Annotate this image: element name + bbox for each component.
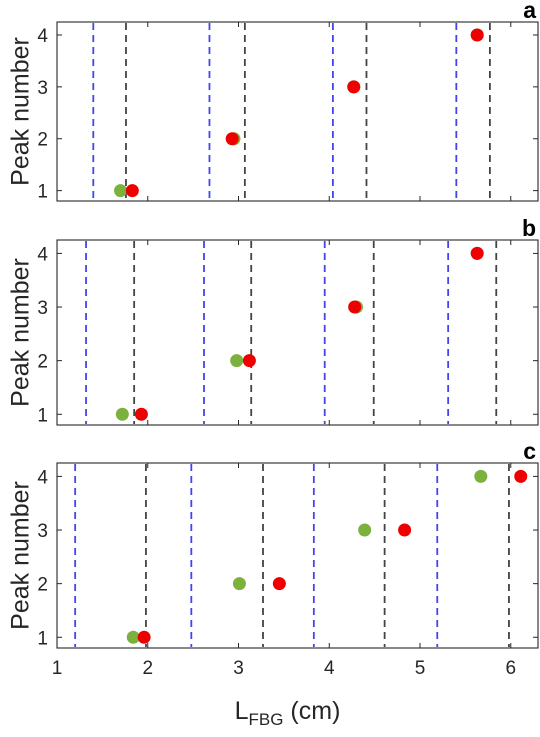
data-point	[134, 407, 148, 421]
x-tick-label: 5	[415, 658, 426, 679]
plot-area	[57, 22, 538, 201]
plot-area	[57, 463, 538, 648]
x-tick-label: 2	[142, 658, 153, 679]
data-point	[126, 630, 140, 644]
panel-label: c	[523, 438, 536, 464]
y-tick-label: 3	[37, 521, 48, 542]
y-tick-label: 3	[37, 78, 48, 99]
x-tick-label: 1	[52, 658, 63, 679]
x-axis-title: LFBG (cm)	[235, 697, 341, 729]
panel-c: 1 2 3 4 1 2 3 4 5 6 Peak number c LFBG (cm)	[7, 438, 539, 729]
x-tick-label: 4	[324, 658, 335, 679]
y-tick-label: 3	[37, 298, 48, 319]
data-point	[232, 577, 246, 591]
y-tick-label: 1	[37, 182, 48, 203]
x-tick-label: 3	[233, 658, 244, 679]
y-tick-label: 1	[37, 628, 48, 649]
axes-box	[56, 462, 539, 649]
data-point	[114, 184, 128, 198]
y-tick-label: 4	[37, 467, 48, 488]
y-tick-label: 2	[37, 575, 48, 596]
x-tick-label: 6	[505, 658, 516, 679]
y-tick-label: 2	[37, 352, 48, 373]
y-tick-label: 2	[37, 130, 48, 151]
y-tick-label: 4	[37, 26, 48, 47]
data-point	[242, 354, 256, 368]
data-point	[125, 184, 139, 198]
panel-label: b	[522, 215, 536, 241]
axes-box	[56, 239, 539, 426]
data-point	[347, 80, 361, 94]
data-point	[470, 28, 484, 42]
data-point	[230, 354, 244, 368]
data-point	[474, 469, 488, 483]
y-axis-title: Peak number	[7, 258, 35, 407]
data-point	[137, 630, 151, 644]
plot-area	[57, 240, 538, 425]
data-point	[470, 246, 484, 260]
y-tick-label: 1	[37, 405, 48, 426]
data-point	[225, 132, 239, 146]
data-point	[514, 469, 528, 483]
y-tick-label: 4	[37, 244, 48, 265]
data-point	[398, 523, 412, 537]
data-point	[115, 407, 129, 421]
data-point	[348, 300, 362, 314]
y-axis-title: Peak number	[7, 37, 35, 186]
y-axis-title: Peak number	[7, 481, 35, 630]
data-point	[358, 523, 372, 537]
panel-label: a	[523, 0, 536, 23]
axes-box	[56, 21, 539, 202]
data-point	[272, 577, 286, 591]
